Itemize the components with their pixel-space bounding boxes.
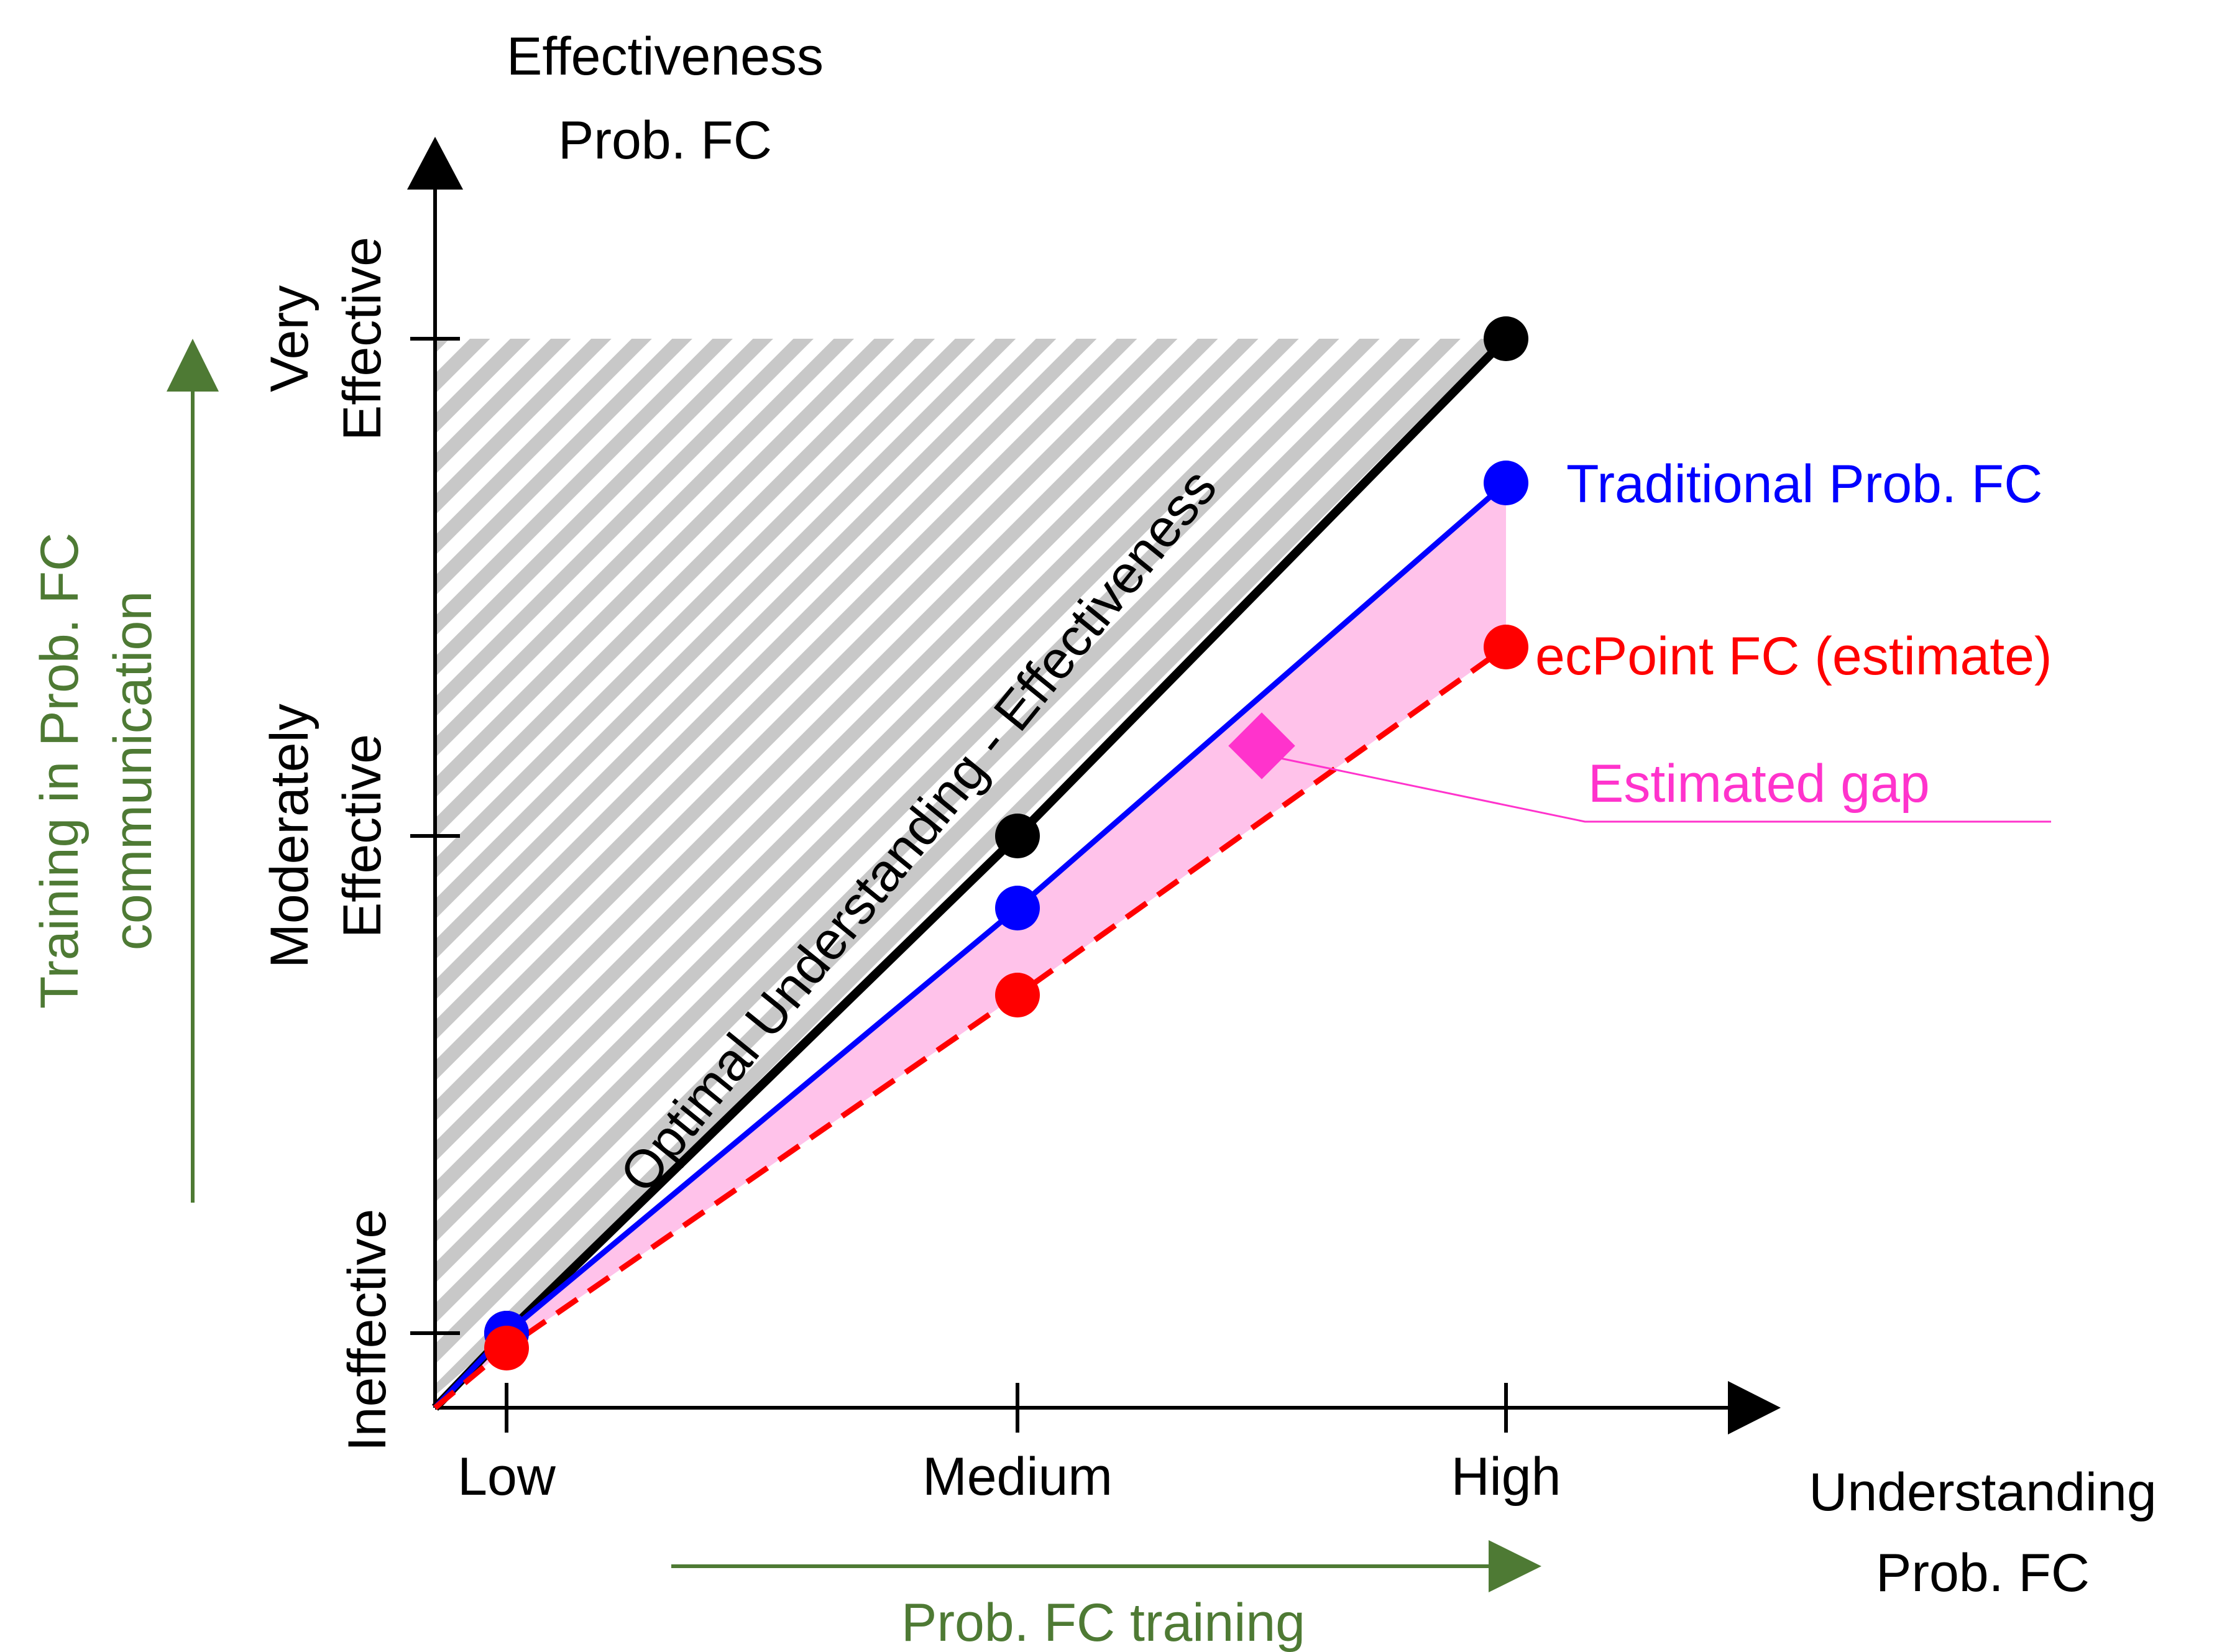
- estimated-gap-fill: [435, 483, 1506, 1408]
- series-point-0-2: [1484, 316, 1528, 361]
- y-level-moderately: Moderately: [260, 704, 319, 968]
- series-line-2: [433, 645, 1508, 1410]
- y-level-ineffective: Ineffective: [337, 1209, 397, 1451]
- series-point-1-1: [995, 886, 1040, 930]
- series-point-1-2: [1484, 461, 1528, 505]
- x-tick-medium: Medium: [922, 1447, 1113, 1507]
- x-training-label: Prob. FC training: [901, 1593, 1305, 1652]
- y-training-arrow-head: [167, 339, 219, 392]
- x-tick-low: Low: [457, 1447, 556, 1507]
- series-point-2-2: [1484, 625, 1528, 669]
- series-line-1: [433, 480, 1508, 1410]
- x-training-arrow-head: [1489, 1540, 1541, 1592]
- x-tick-high: High: [1451, 1447, 1561, 1507]
- series-point-2-0: [484, 1326, 529, 1370]
- axes: [433, 186, 1734, 1410]
- x-axis-arrow: [1728, 1381, 1781, 1434]
- traditional-label: Traditional Prob. FC: [1566, 454, 2042, 514]
- y-level-very: Very: [260, 285, 319, 392]
- x-axis-title-line1: Understanding: [1809, 1462, 2156, 1522]
- y-level-moderately-effective: Effective: [333, 734, 392, 938]
- estimated-gap-leader-line: [1280, 757, 2051, 823]
- y-axis-title-line1: Effectiveness: [507, 27, 824, 86]
- series-point-0-1: [995, 814, 1040, 858]
- estimated-gap-label: Estimated gap: [1588, 754, 1930, 814]
- ecpoint-label: ecPoint FC (estimate): [1535, 626, 2052, 686]
- x-axis-title-line2: Prob. FC: [1876, 1543, 2090, 1603]
- y-axis-title-line2: Prob. FC: [558, 111, 772, 170]
- y-level-very-effective: Effective: [333, 237, 392, 441]
- series-point-2-1: [995, 973, 1040, 1017]
- optimal-region-hatch: [435, 339, 1506, 1395]
- y-training-label-line1: Training in Prob. FC: [30, 533, 90, 1009]
- y-training-label-line2: communication: [103, 591, 163, 950]
- y-axis-arrow: [407, 137, 463, 190]
